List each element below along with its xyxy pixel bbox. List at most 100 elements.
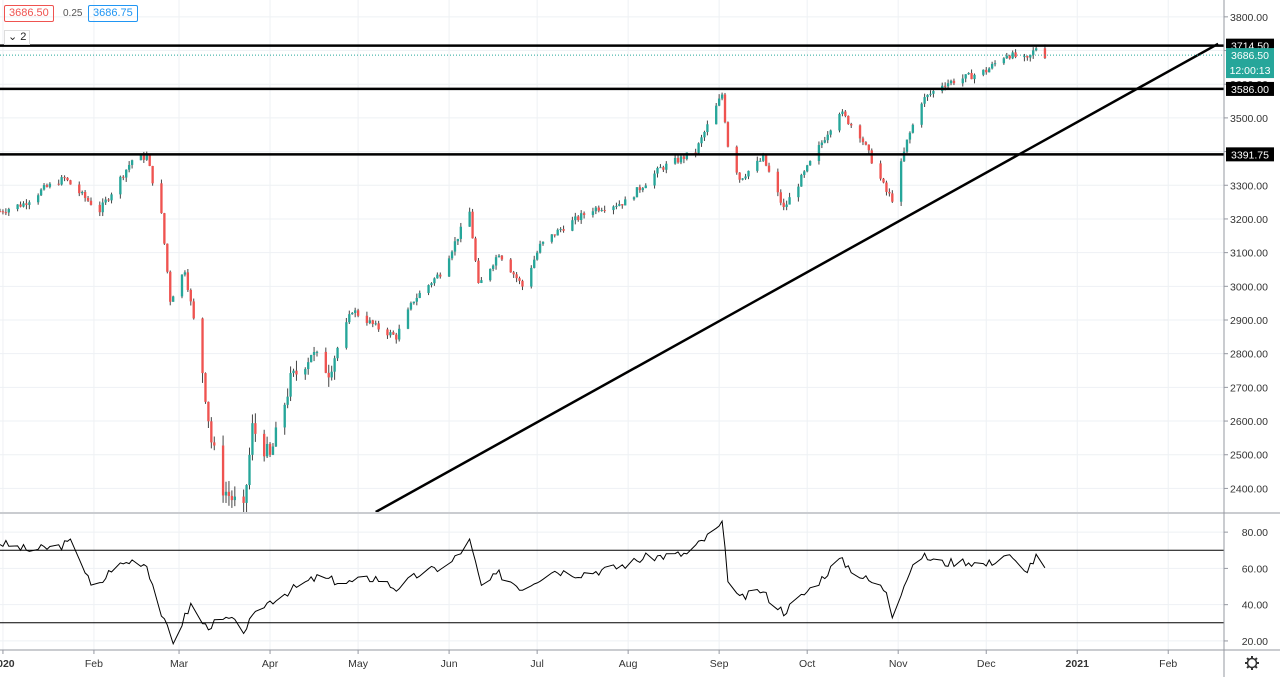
candle-down (89, 197, 93, 206)
candle-up (949, 79, 953, 86)
candle-body (433, 278, 436, 284)
candle-up (336, 346, 339, 362)
candle-body (477, 260, 480, 283)
candle-body (122, 176, 125, 178)
candle-body (820, 142, 824, 146)
candle-body (60, 177, 63, 185)
candle-body (119, 176, 122, 195)
candle-down (395, 332, 398, 344)
price-axis-label: 2800.00 (1230, 349, 1268, 361)
candle-body (418, 292, 421, 298)
candle-body (304, 369, 307, 375)
candle-body (961, 78, 964, 84)
candle-body (471, 211, 474, 239)
candle-up (550, 234, 554, 244)
candle-up (374, 320, 377, 326)
candle-body (923, 97, 926, 104)
candle-body (107, 199, 110, 201)
candle-down (582, 211, 586, 219)
candle-body (142, 155, 146, 160)
candle-down (148, 154, 151, 167)
candle-body (25, 203, 28, 205)
candle-body (806, 165, 809, 172)
candle-down (782, 198, 785, 211)
candle-body (782, 202, 785, 207)
candle-up (101, 198, 104, 217)
candle-body (779, 192, 782, 203)
candle-body (747, 170, 750, 177)
candle-body (823, 140, 826, 143)
candle-body (312, 352, 316, 355)
candle-up (747, 170, 750, 180)
time-axis-label: Dec (977, 658, 996, 670)
candle-down (867, 144, 871, 154)
candle-body (844, 111, 847, 116)
candle-body (98, 204, 101, 213)
candle-down (521, 279, 524, 291)
candle-down (723, 92, 727, 124)
time-axis-label: Oct (799, 658, 815, 670)
candle-body (621, 204, 624, 206)
candle-body (726, 122, 730, 147)
candle-body (706, 124, 709, 133)
candle-body (63, 177, 66, 179)
candle-up (125, 169, 128, 182)
candle-up (245, 484, 248, 512)
candle-up (964, 74, 967, 83)
candle-up (398, 324, 401, 342)
candle-up (436, 272, 439, 279)
candle-body (307, 362, 310, 370)
candle-up (541, 241, 545, 246)
candle-body (324, 351, 327, 373)
candle-body (436, 274, 439, 279)
candle-body (19, 204, 22, 207)
candle-down (254, 413, 257, 442)
candle-up (368, 317, 372, 325)
candle-body (591, 211, 595, 215)
candle-up (806, 164, 809, 173)
candle-body (450, 251, 454, 259)
candle-body (861, 138, 865, 143)
candle-down (45, 183, 49, 188)
candle-down (776, 168, 780, 197)
candle-body (412, 301, 416, 304)
candle-body (497, 255, 501, 258)
candle-body (86, 197, 90, 201)
candle-body (858, 125, 862, 139)
horizontal-levels (0, 44, 1224, 156)
candle-down (1026, 55, 1029, 61)
ask-price-box[interactable]: 3686.75 (88, 5, 138, 22)
candle-body (39, 189, 43, 196)
candle-body (4, 212, 8, 214)
gear-icon[interactable] (1245, 656, 1259, 670)
time-axis-label: 2020 (0, 658, 15, 670)
candle-body (641, 188, 644, 191)
candle-body (371, 320, 374, 324)
candle-up (271, 443, 275, 456)
candle-down (500, 255, 504, 261)
candle-up (756, 156, 759, 173)
candle-up (16, 204, 19, 212)
candle-body (788, 197, 791, 205)
candle-body (723, 94, 727, 123)
candle-body (66, 177, 69, 181)
candle-up (615, 202, 618, 210)
candle-body (550, 234, 554, 242)
candle-up (744, 173, 747, 180)
candle-down (207, 401, 210, 428)
candle-body (697, 143, 700, 153)
candle-body (125, 169, 128, 178)
candle-down (163, 212, 166, 245)
candle-up (1029, 54, 1032, 62)
bid-price-box[interactable]: 3686.50 (4, 5, 54, 22)
collapse-indicators-button[interactable]: ⌄ 2 (4, 30, 30, 45)
candle-down (553, 234, 556, 238)
candle-down (577, 215, 580, 222)
candle-body (348, 314, 351, 323)
candle-body (353, 310, 357, 313)
candle-down (192, 298, 195, 320)
candle-up (430, 282, 433, 288)
candle-down (764, 154, 768, 167)
